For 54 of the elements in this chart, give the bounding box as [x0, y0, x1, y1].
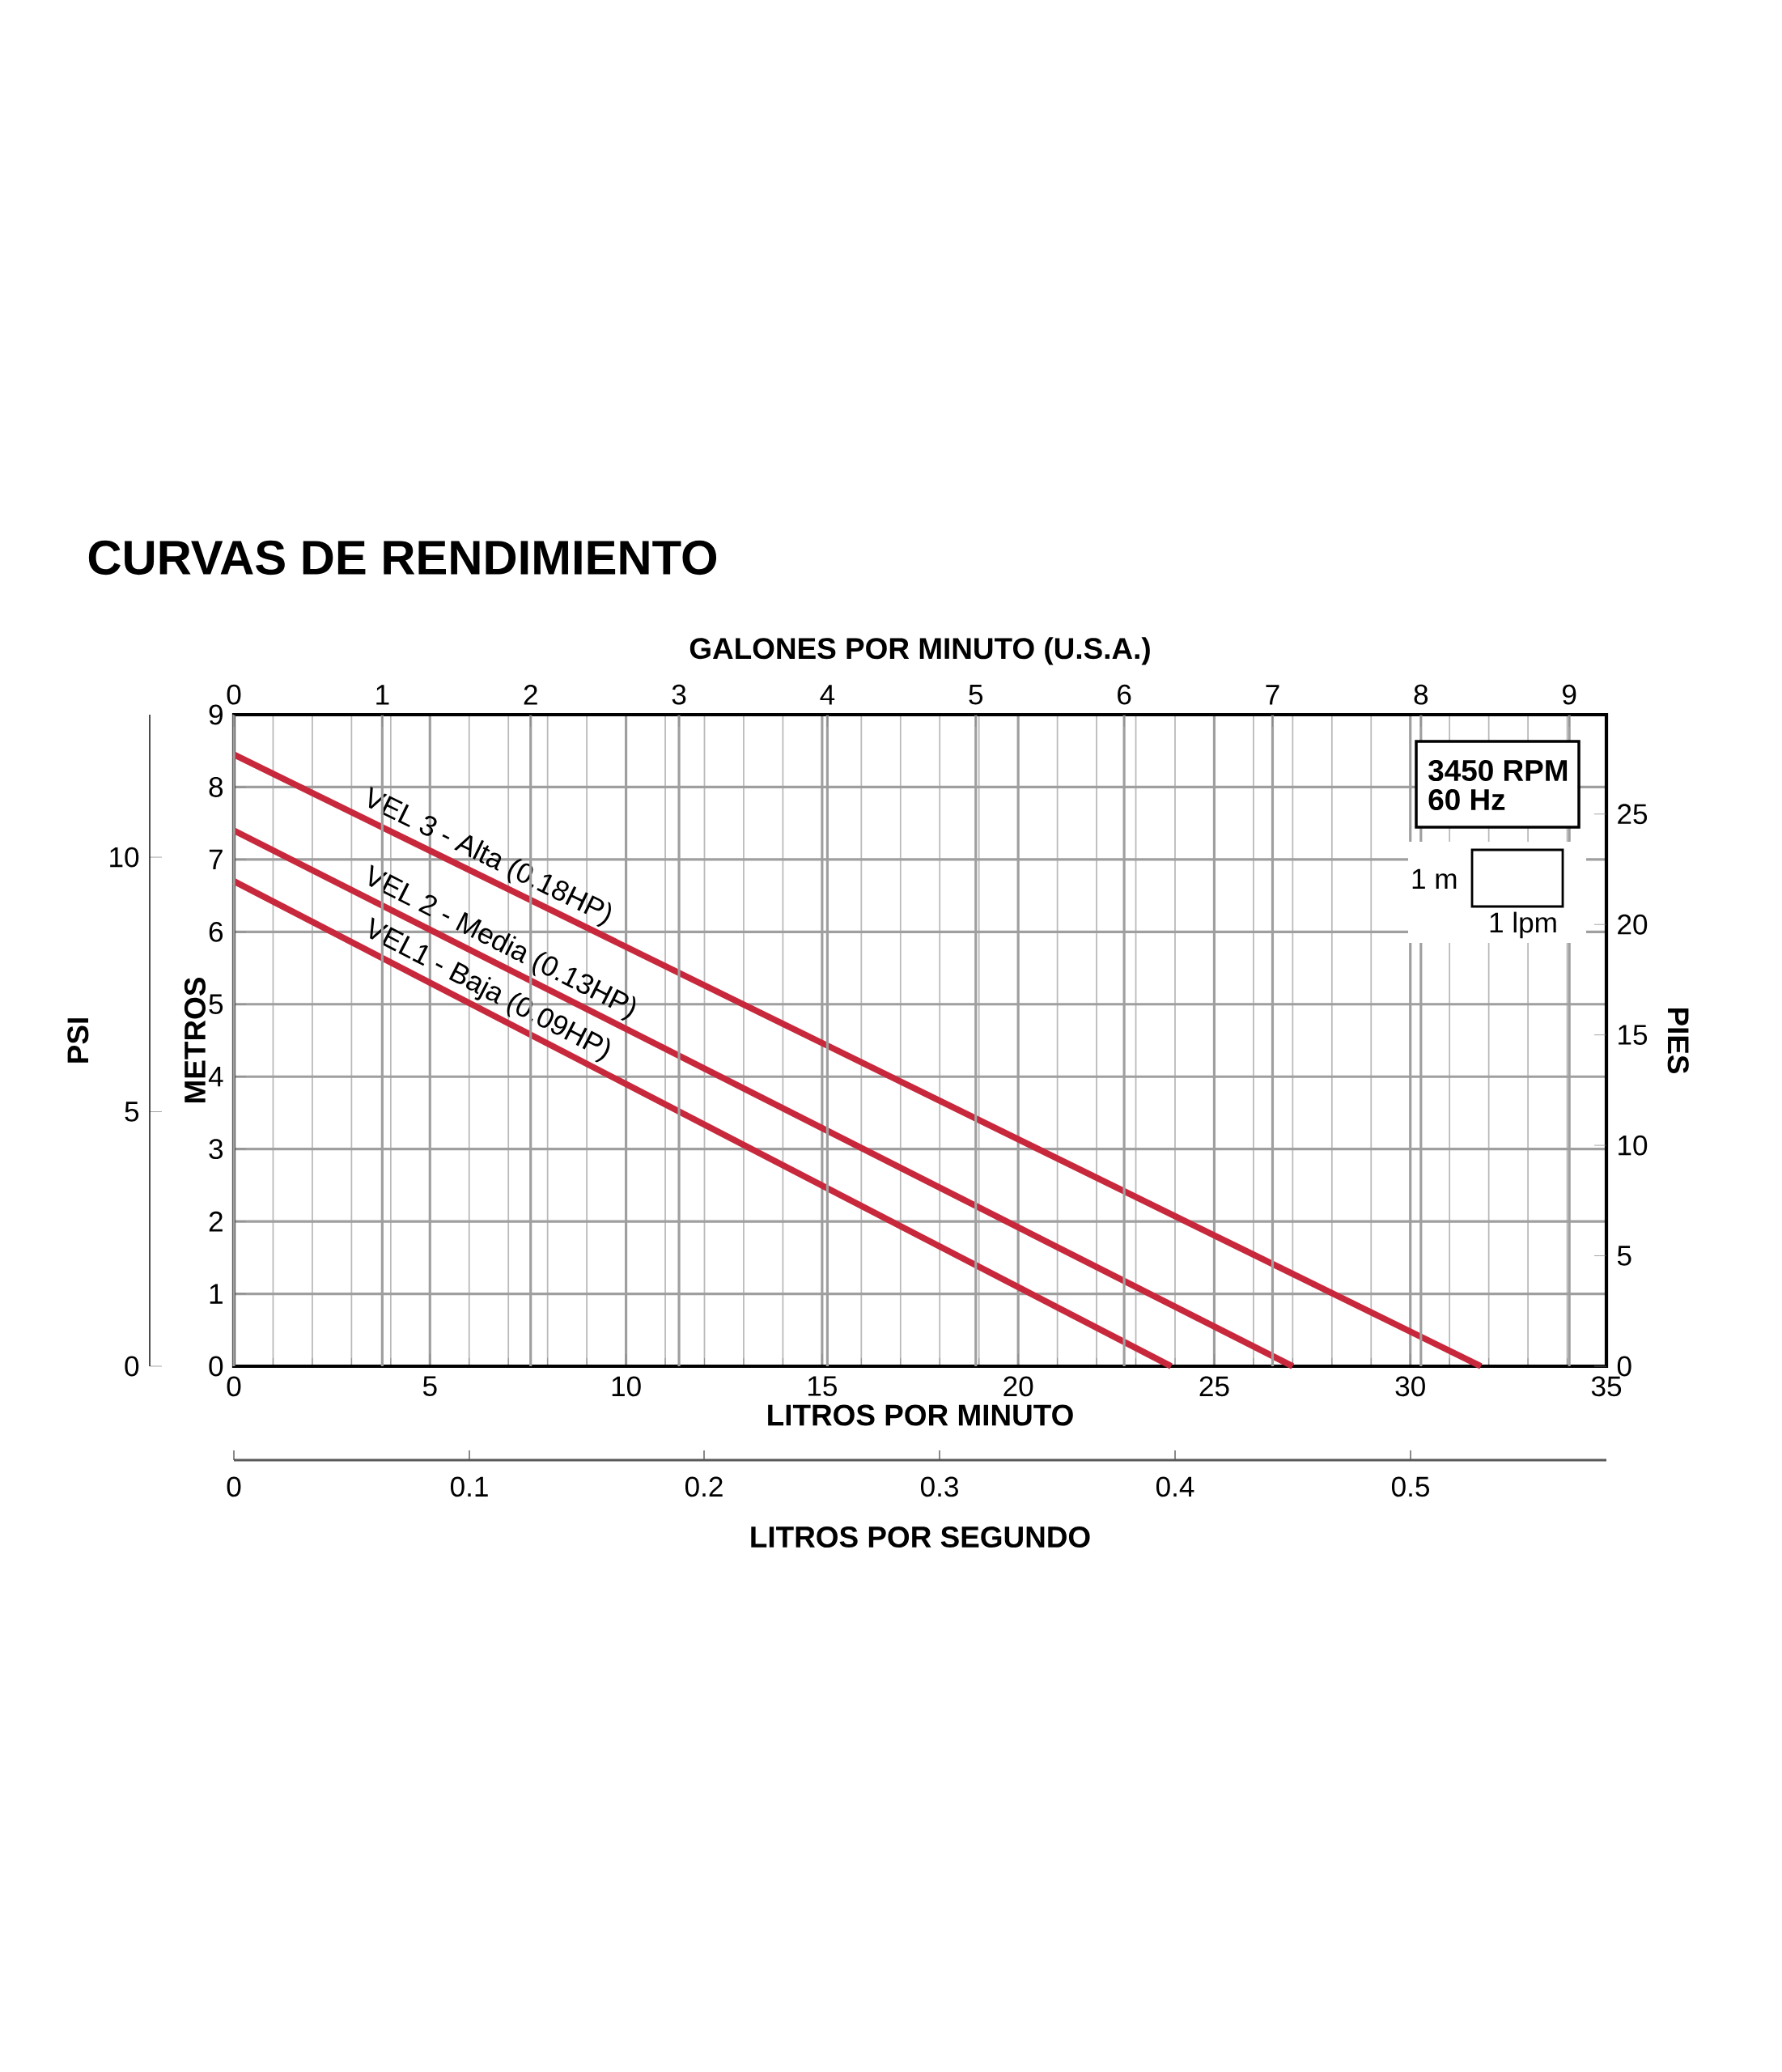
x-tick-label: 20	[1003, 1376, 1033, 1397]
y-tick-label: 8	[209, 777, 223, 797]
x-tick-label: 25	[1199, 1376, 1229, 1397]
text: 0.2	[685, 1476, 723, 1497]
x2-tick-label: 5	[969, 685, 983, 705]
x2-tick-label: 6	[1118, 684, 1131, 705]
y2-tick-label: 5	[125, 1102, 139, 1122]
x2-tick-label: 2	[524, 685, 537, 705]
x-tick-label: 10	[612, 1376, 641, 1397]
y3-tick-label: 20	[1618, 914, 1648, 935]
x2-tick-label: 7	[1266, 685, 1279, 705]
y3-axis-title: PIES	[1667, 1008, 1689, 1074]
y3-tick-label: 5	[1617, 1246, 1631, 1266]
x-axis-title: LITROS POR MINUTO	[768, 1404, 1073, 1426]
y-tick-label: 6	[209, 921, 223, 942]
y2-axis-title: PSI	[67, 1018, 89, 1063]
y3-tick-label: 0	[1617, 1356, 1631, 1377]
y-tick-label: 3	[209, 1139, 223, 1160]
y-axis-title: METROS	[184, 978, 206, 1102]
x2-axis-title: GALONES POR MINUTO (U.S.A.)	[689, 637, 1150, 665]
x2-tick-label: 4	[820, 685, 835, 705]
text: 0.3	[920, 1476, 958, 1497]
text: 0.5	[1391, 1476, 1429, 1497]
text: 0.4	[1156, 1476, 1194, 1497]
annotation: 1 m	[1412, 868, 1457, 890]
y-tick-label: 0	[209, 1356, 223, 1377]
y3-tick-label: 10	[1619, 1135, 1648, 1156]
x-tick-label: 5	[422, 1376, 437, 1396]
y2-tick-label: 10	[110, 847, 139, 868]
x2-tick-label: 8	[1414, 684, 1428, 705]
x-tick-label: 30	[1395, 1376, 1425, 1397]
y-tick-label: 1	[210, 1284, 223, 1304]
x-tick-label: 35	[1591, 1376, 1622, 1397]
x2-tick-label: 1	[376, 685, 389, 705]
y-tick-label: 4	[208, 1067, 223, 1087]
y3-tick-label: 25	[1618, 804, 1648, 825]
text: LITROS POR SEGUNDO	[751, 1526, 1090, 1548]
x2-tick-label: 3	[672, 684, 686, 705]
y-tick-label: 5	[209, 994, 223, 1015]
y3-tick-label: 15	[1619, 1025, 1648, 1045]
x2-tick-label: 0	[227, 684, 241, 705]
y-tick-label: 9	[209, 704, 223, 725]
annotation: 1 lpm	[1490, 911, 1556, 939]
x-tick-label: 15	[808, 1376, 837, 1396]
text: 0.1	[450, 1476, 488, 1497]
y-tick-label: 7	[209, 849, 223, 869]
annotation: 60 Hz	[1428, 788, 1505, 811]
x2-tick-label: 9	[1563, 684, 1576, 705]
x-tick-label: 0	[227, 1376, 241, 1397]
annotation: 3450 RPM	[1428, 759, 1568, 782]
y-tick-label: 2	[209, 1211, 223, 1232]
y2-tick-label: 0	[125, 1356, 139, 1377]
chart-title: CURVAS DE RENDIMIENTO	[88, 540, 717, 575]
text: 0	[227, 1476, 241, 1497]
